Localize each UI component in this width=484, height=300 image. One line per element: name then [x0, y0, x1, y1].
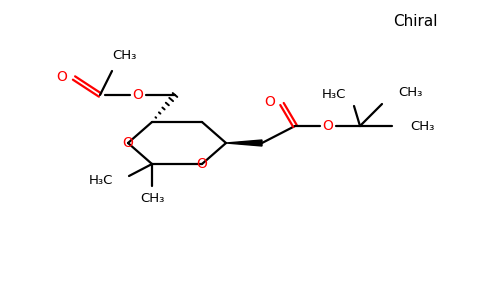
Text: CH₃: CH₃	[410, 119, 434, 133]
Text: CH₃: CH₃	[140, 192, 164, 205]
Text: O: O	[322, 119, 333, 133]
Text: CH₃: CH₃	[398, 86, 423, 100]
Text: O: O	[56, 70, 67, 84]
Polygon shape	[226, 140, 262, 146]
Text: O: O	[197, 157, 208, 171]
Text: H₃C: H₃C	[89, 173, 113, 187]
Text: H₃C: H₃C	[322, 88, 346, 101]
Text: Chiral: Chiral	[393, 14, 437, 29]
Text: O: O	[264, 95, 275, 109]
Text: CH₃: CH₃	[112, 49, 136, 62]
Text: O: O	[133, 88, 143, 102]
Text: O: O	[122, 136, 134, 150]
